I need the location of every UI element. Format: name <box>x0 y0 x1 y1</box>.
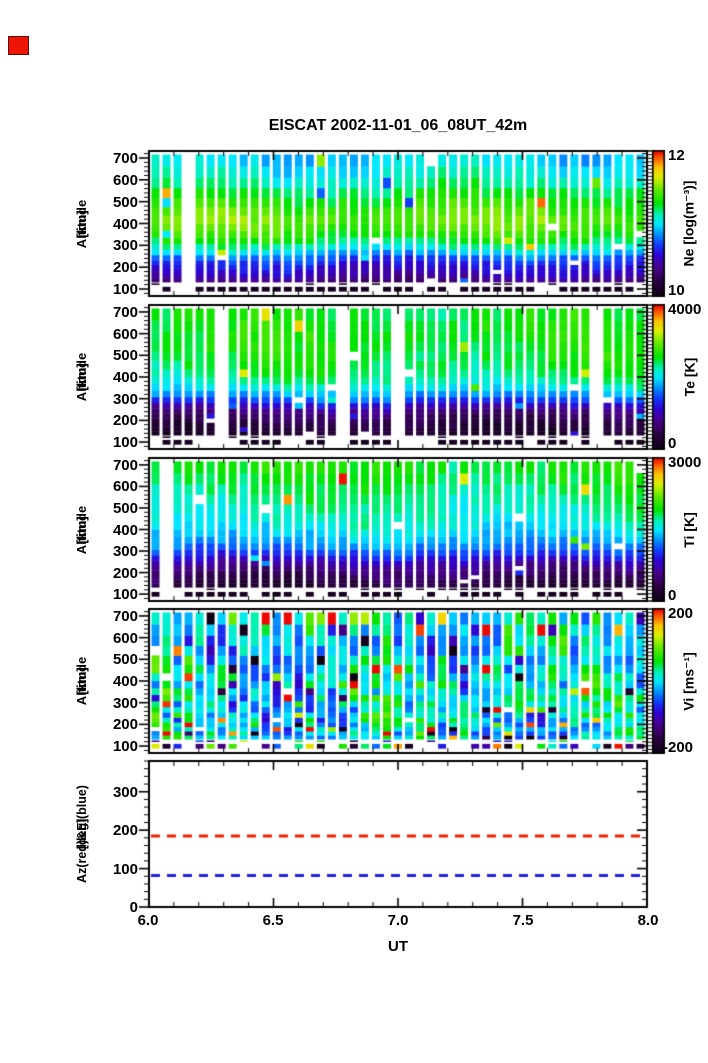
y-tick-label: 700 <box>112 149 138 167</box>
y-axis-label-line: [km] <box>74 209 89 238</box>
y-tick-label: 500 <box>112 347 138 365</box>
y-tick-label: 600 <box>112 629 138 647</box>
colorbar-max-label: 3000 <box>668 454 702 471</box>
y-tick-label: 700 <box>112 303 138 321</box>
y-axis-label-vi: Altitude [km] <box>52 608 98 754</box>
y-tick-label: 200 <box>112 259 138 277</box>
y-tick-label: 500 <box>112 651 138 669</box>
red-marker-icon <box>8 36 29 55</box>
y-tick-label: 300 <box>112 783 138 801</box>
y-tick-label: 400 <box>112 369 138 386</box>
y-tick-label: 100 <box>112 738 138 756</box>
y-tick-label: 600 <box>112 478 138 496</box>
y-tick-label: 400 <box>112 215 138 233</box>
x-axis-label: UT <box>388 938 408 955</box>
y-tick-label: 400 <box>112 673 138 690</box>
y-tick-label: 200 <box>112 716 138 734</box>
colorbar-max-label: 200 <box>668 605 694 622</box>
y-tick-label: 300 <box>112 694 138 712</box>
y-axis-label-ne: Altitude [km] <box>52 150 98 297</box>
y-tick-label: 500 <box>112 193 138 211</box>
y-tick-label: 300 <box>112 390 138 408</box>
y-tick-label: 0 <box>129 899 138 916</box>
y-tick-label: 200 <box>112 822 138 840</box>
y-tick-label: 500 <box>112 499 138 517</box>
x-tick-label: 6.5 <box>262 912 284 929</box>
colorbar-min-label: 10 <box>668 282 685 299</box>
y-axis-label-line: [km] <box>74 515 89 544</box>
x-tick-label: 7.5 <box>512 912 534 929</box>
colorbar-min-label: -200 <box>663 739 694 756</box>
y-axis-label-azel: Az(red)&El(blue) [deg] <box>52 760 98 908</box>
x-tick-label: 8.0 <box>637 912 659 929</box>
y-tick-label: 600 <box>112 171 138 189</box>
y-axis-label-line: [km] <box>74 667 89 695</box>
colorbar-title-ne: Ne [log(m⁻³)] <box>680 180 697 267</box>
y-tick-label: 100 <box>112 586 138 604</box>
y-tick-label: 700 <box>112 607 138 625</box>
y-tick-label: 100 <box>112 434 138 452</box>
x-tick-label: 7.0 <box>387 912 409 929</box>
colorbar-min-label: 0 <box>668 587 677 604</box>
colorbar-min-label: 0 <box>668 435 677 452</box>
y-tick-label: 700 <box>112 456 138 474</box>
y-tick-label: 300 <box>112 237 138 255</box>
colorbar-max-label: 12 <box>668 147 685 164</box>
colorbar-title-vi: Vi [ms⁻¹] <box>680 651 697 711</box>
y-tick-label: 200 <box>112 412 138 430</box>
y-axis-label-te: Altitude [km] <box>52 304 98 450</box>
y-tick-label: 600 <box>112 325 138 343</box>
x-tick-label: 6.0 <box>137 912 159 929</box>
colorbar-max-label: 4000 <box>668 301 702 318</box>
y-tick-label: 300 <box>112 543 138 561</box>
y-axis-label-line: [deg] <box>75 818 89 850</box>
colorbar-title-ti: Ti [K] <box>681 511 698 548</box>
y-axis-label-ti: Altitude [km] <box>52 457 98 602</box>
y-tick-label: 400 <box>112 521 138 539</box>
y-tick-label: 200 <box>112 564 138 582</box>
plot-title: EISCAT 2002-11-01_06_08UT_42m <box>268 117 528 134</box>
colorbar-title-te: Te [K] <box>681 357 697 397</box>
y-tick-label: 100 <box>112 860 138 878</box>
y-axis-label-line: [km] <box>74 363 89 391</box>
y-tick-label: 100 <box>112 281 138 298</box>
